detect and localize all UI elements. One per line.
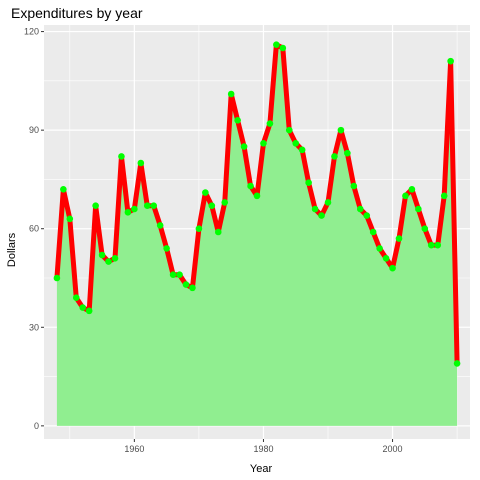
chart-title: Expenditures by year (11, 5, 143, 21)
data-point (60, 185, 67, 193)
y-tick-label: 90 (29, 125, 39, 135)
data-point (118, 153, 125, 160)
x-tick-label: 1960 (124, 444, 144, 454)
data-point (53, 274, 61, 282)
data-point (202, 189, 209, 196)
data-point (124, 208, 132, 216)
data-point (395, 235, 403, 242)
data-point (227, 90, 235, 98)
data-point (350, 182, 358, 190)
x-tick-label: 2000 (383, 444, 403, 454)
x-axis-ticks: 1960 1980 2000 (124, 439, 403, 454)
data-point (208, 202, 216, 210)
data-point (137, 159, 145, 167)
data-point (311, 205, 319, 213)
data-point (389, 264, 396, 272)
data-point (453, 360, 461, 367)
data-point (85, 307, 93, 315)
data-point (92, 202, 99, 210)
data-point (169, 271, 177, 279)
x-axis-label: Year (250, 463, 273, 475)
data-point (240, 143, 248, 150)
data-point (344, 149, 351, 157)
data-point (273, 41, 280, 49)
data-point (195, 225, 203, 233)
data-point (189, 284, 196, 292)
data-point (253, 192, 261, 200)
data-point (402, 192, 409, 200)
data-point (421, 225, 429, 233)
data-point (143, 202, 151, 210)
data-point (279, 44, 287, 52)
data-point (427, 241, 435, 249)
data-point (150, 202, 158, 210)
y-axis-label: Dollars (6, 232, 18, 267)
data-point (434, 241, 442, 249)
data-point (440, 192, 448, 200)
data-point (214, 228, 222, 236)
y-tick-label: 0 (34, 421, 39, 431)
x-tick-label: 1980 (253, 444, 273, 454)
data-point (247, 182, 254, 190)
data-point (369, 228, 377, 236)
data-point (324, 199, 332, 206)
data-point (292, 139, 300, 147)
data-point (156, 222, 164, 229)
data-point (111, 254, 119, 262)
data-point (163, 245, 170, 252)
data-point (234, 116, 241, 124)
data-point (79, 304, 87, 311)
data-point (408, 185, 416, 193)
y-tick-label: 60 (29, 224, 39, 234)
data-point (337, 126, 345, 134)
data-point (105, 258, 112, 265)
data-point (260, 139, 267, 147)
y-tick-label: 30 (29, 322, 39, 332)
data-point (285, 126, 293, 134)
data-point (447, 57, 454, 65)
data-point (382, 254, 390, 262)
data-point (72, 294, 80, 302)
data-point (98, 251, 106, 259)
data-point (363, 212, 371, 219)
data-point (305, 179, 312, 187)
data-point (356, 205, 364, 213)
y-axis-ticks: 0 30 60 90 120 (24, 27, 44, 431)
data-point (66, 215, 74, 223)
data-point (318, 212, 325, 219)
area-fill (56, 44, 458, 426)
data-point (266, 120, 274, 127)
data-point (182, 281, 190, 288)
data-point (221, 199, 229, 206)
data-point (415, 205, 422, 213)
data-point (298, 146, 306, 154)
data-point (131, 205, 138, 213)
data-point (331, 153, 338, 160)
data-point (176, 271, 183, 279)
data-points (53, 41, 461, 367)
y-tick-label: 120 (24, 27, 39, 37)
data-point (376, 245, 383, 252)
